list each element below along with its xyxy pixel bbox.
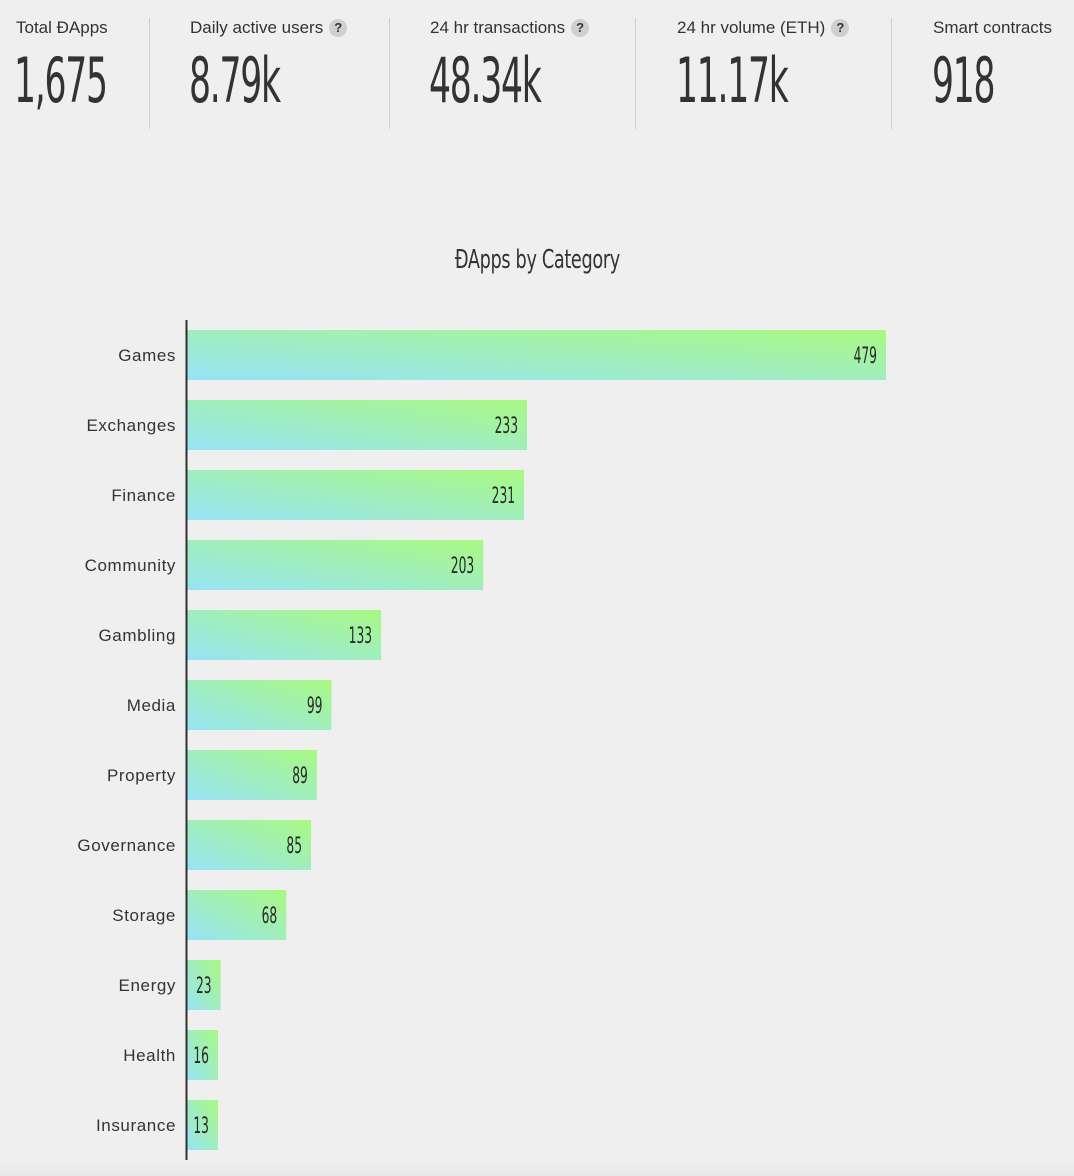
stat-smart-contracts: Smart contracts 918 (891, 18, 1052, 129)
bar-value-label: 203 (451, 554, 474, 579)
help-icon[interactable]: ? (831, 19, 850, 37)
stats-bar: Total ĐApps 1,675 Daily active users? 8.… (0, 0, 1074, 130)
bar-gambling[interactable] (187, 610, 382, 660)
stat-24h-transactions-value: 48.34k (429, 44, 542, 117)
category-label: Exchanges (86, 416, 176, 435)
bar-health[interactable] (187, 1030, 218, 1080)
bar-media[interactable] (187, 680, 332, 730)
stat-24h-transactions: 24 hr transactions? 48.34k (389, 18, 590, 129)
bar-energy[interactable] (187, 960, 221, 1010)
chart-title: ĐApps by Category (0, 242, 1074, 278)
bar-value-label: 89 (292, 764, 308, 789)
bar-storage[interactable] (187, 890, 287, 940)
stat-24h-volume-label: 24 hr volume (ETH)? (677, 18, 850, 38)
bar-value-label: 479 (854, 344, 877, 369)
stat-daily-active-users: Daily active users? 8.79k (149, 18, 348, 129)
bar-governance[interactable] (187, 820, 312, 870)
category-label: Property (107, 766, 176, 785)
stat-24h-transactions-text: 24 hr transactions (430, 18, 566, 37)
bottom-shade (0, 1160, 1074, 1176)
stat-24h-volume-value: 11.17k (676, 44, 789, 117)
bar-insurance[interactable] (187, 1100, 218, 1150)
bar-value-label: 23 (196, 974, 212, 999)
category-label: Governance (77, 836, 176, 855)
bar-value-label: 133 (349, 624, 372, 649)
category-label: Energy (119, 976, 176, 995)
stat-daily-active-users-label: Daily active users? (190, 18, 348, 38)
bar-property[interactable] (187, 750, 317, 800)
bar-value-label: 13 (193, 1114, 209, 1139)
stat-daily-active-users-value: 8.79k (189, 44, 281, 117)
bar-value-label: 85 (286, 834, 302, 859)
chart-title-text: ĐApps by Category (454, 245, 620, 275)
bar-value-label: 68 (262, 904, 278, 929)
category-label: Games (118, 346, 176, 365)
category-label: Gambling (98, 626, 176, 645)
bar-community[interactable] (187, 540, 484, 590)
bar-value-label: 99 (307, 694, 323, 719)
help-icon[interactable]: ? (329, 19, 348, 37)
category-label: Insurance (96, 1116, 176, 1135)
category-label: Community (85, 556, 176, 575)
stat-24h-volume-text: 24 hr volume (ETH) (677, 18, 826, 37)
category-label: Media (127, 696, 176, 715)
stat-smart-contracts-label: Smart contracts (933, 18, 1053, 37)
bar-finance[interactable] (187, 470, 525, 520)
stat-smart-contracts-value: 918 (932, 44, 996, 117)
stat-24h-volume: 24 hr volume (ETH)? 11.17k (635, 18, 850, 129)
bar-value-label: 16 (193, 1044, 209, 1069)
category-label: Storage (112, 906, 176, 925)
stat-daily-active-users-text: Daily active users (190, 18, 324, 37)
stat-total-dapps-value: 1,675 (14, 44, 108, 117)
stat-total-dapps-label: Total ĐApps (16, 18, 108, 37)
category-label: Finance (111, 486, 176, 505)
stat-24h-transactions-label: 24 hr transactions? (430, 18, 590, 38)
bar-value-label: 233 (495, 414, 518, 439)
bar-value-label: 231 (492, 484, 515, 509)
help-icon[interactable]: ? (571, 19, 590, 37)
bar-exchanges[interactable] (187, 400, 528, 450)
bar-games[interactable] (187, 330, 886, 380)
category-label: Health (123, 1046, 176, 1065)
bars-layer: Games 479 Exchanges 233 Finance 231 Community 2… (77, 330, 886, 1150)
